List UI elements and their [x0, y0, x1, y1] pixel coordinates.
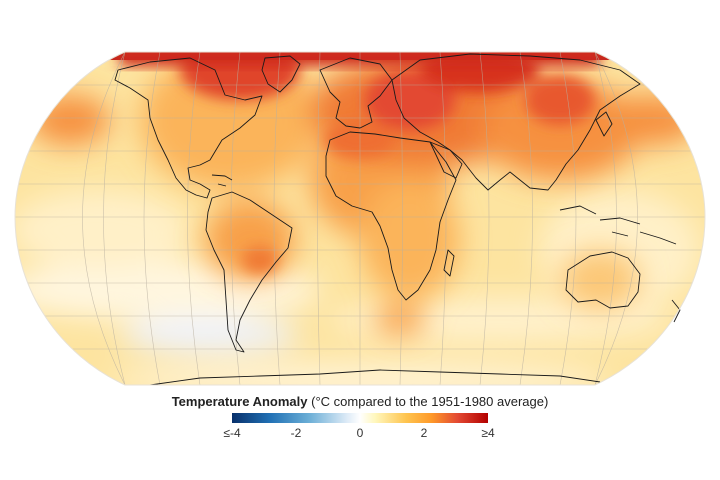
- greenland-outline: [261, 55, 301, 93]
- globe-outline: [14, 51, 706, 386]
- antarctica-outline: [149, 369, 601, 386]
- colorbar: [232, 413, 488, 423]
- indonesia-outline: [559, 205, 677, 245]
- tick-max: ≥4: [481, 426, 495, 440]
- africa-outline: [325, 131, 457, 301]
- map-svg: [14, 51, 706, 386]
- legend-title-bold: Temperature Anomaly: [171, 394, 308, 409]
- japan-outline: [595, 111, 613, 137]
- asia-outline: [391, 53, 641, 191]
- tick-min: ≤-4: [223, 426, 241, 440]
- legend: Temperature Anomaly (°C compared to the …: [0, 392, 720, 452]
- world-map: [14, 51, 706, 386]
- europe-outline: [319, 57, 393, 129]
- graticule: [15, 52, 705, 385]
- australia-outline: [565, 251, 641, 309]
- north-america-outline: [114, 57, 263, 199]
- tick-pos2: 2: [420, 426, 428, 440]
- south-america-outline: [205, 191, 293, 353]
- legend-title-rest: (°C compared to the 1951-1980 average): [307, 394, 549, 409]
- tick-zero: 0: [356, 426, 364, 440]
- madagascar-outline: [443, 249, 455, 277]
- caribbean-outline: [211, 174, 233, 187]
- legend-title: Temperature Anomaly (°C compared to the …: [0, 394, 720, 409]
- arabia-outline: [429, 141, 463, 179]
- coastlines: [114, 53, 681, 386]
- new-zealand-outline: [671, 299, 681, 323]
- tick-neg2: -2: [290, 426, 302, 440]
